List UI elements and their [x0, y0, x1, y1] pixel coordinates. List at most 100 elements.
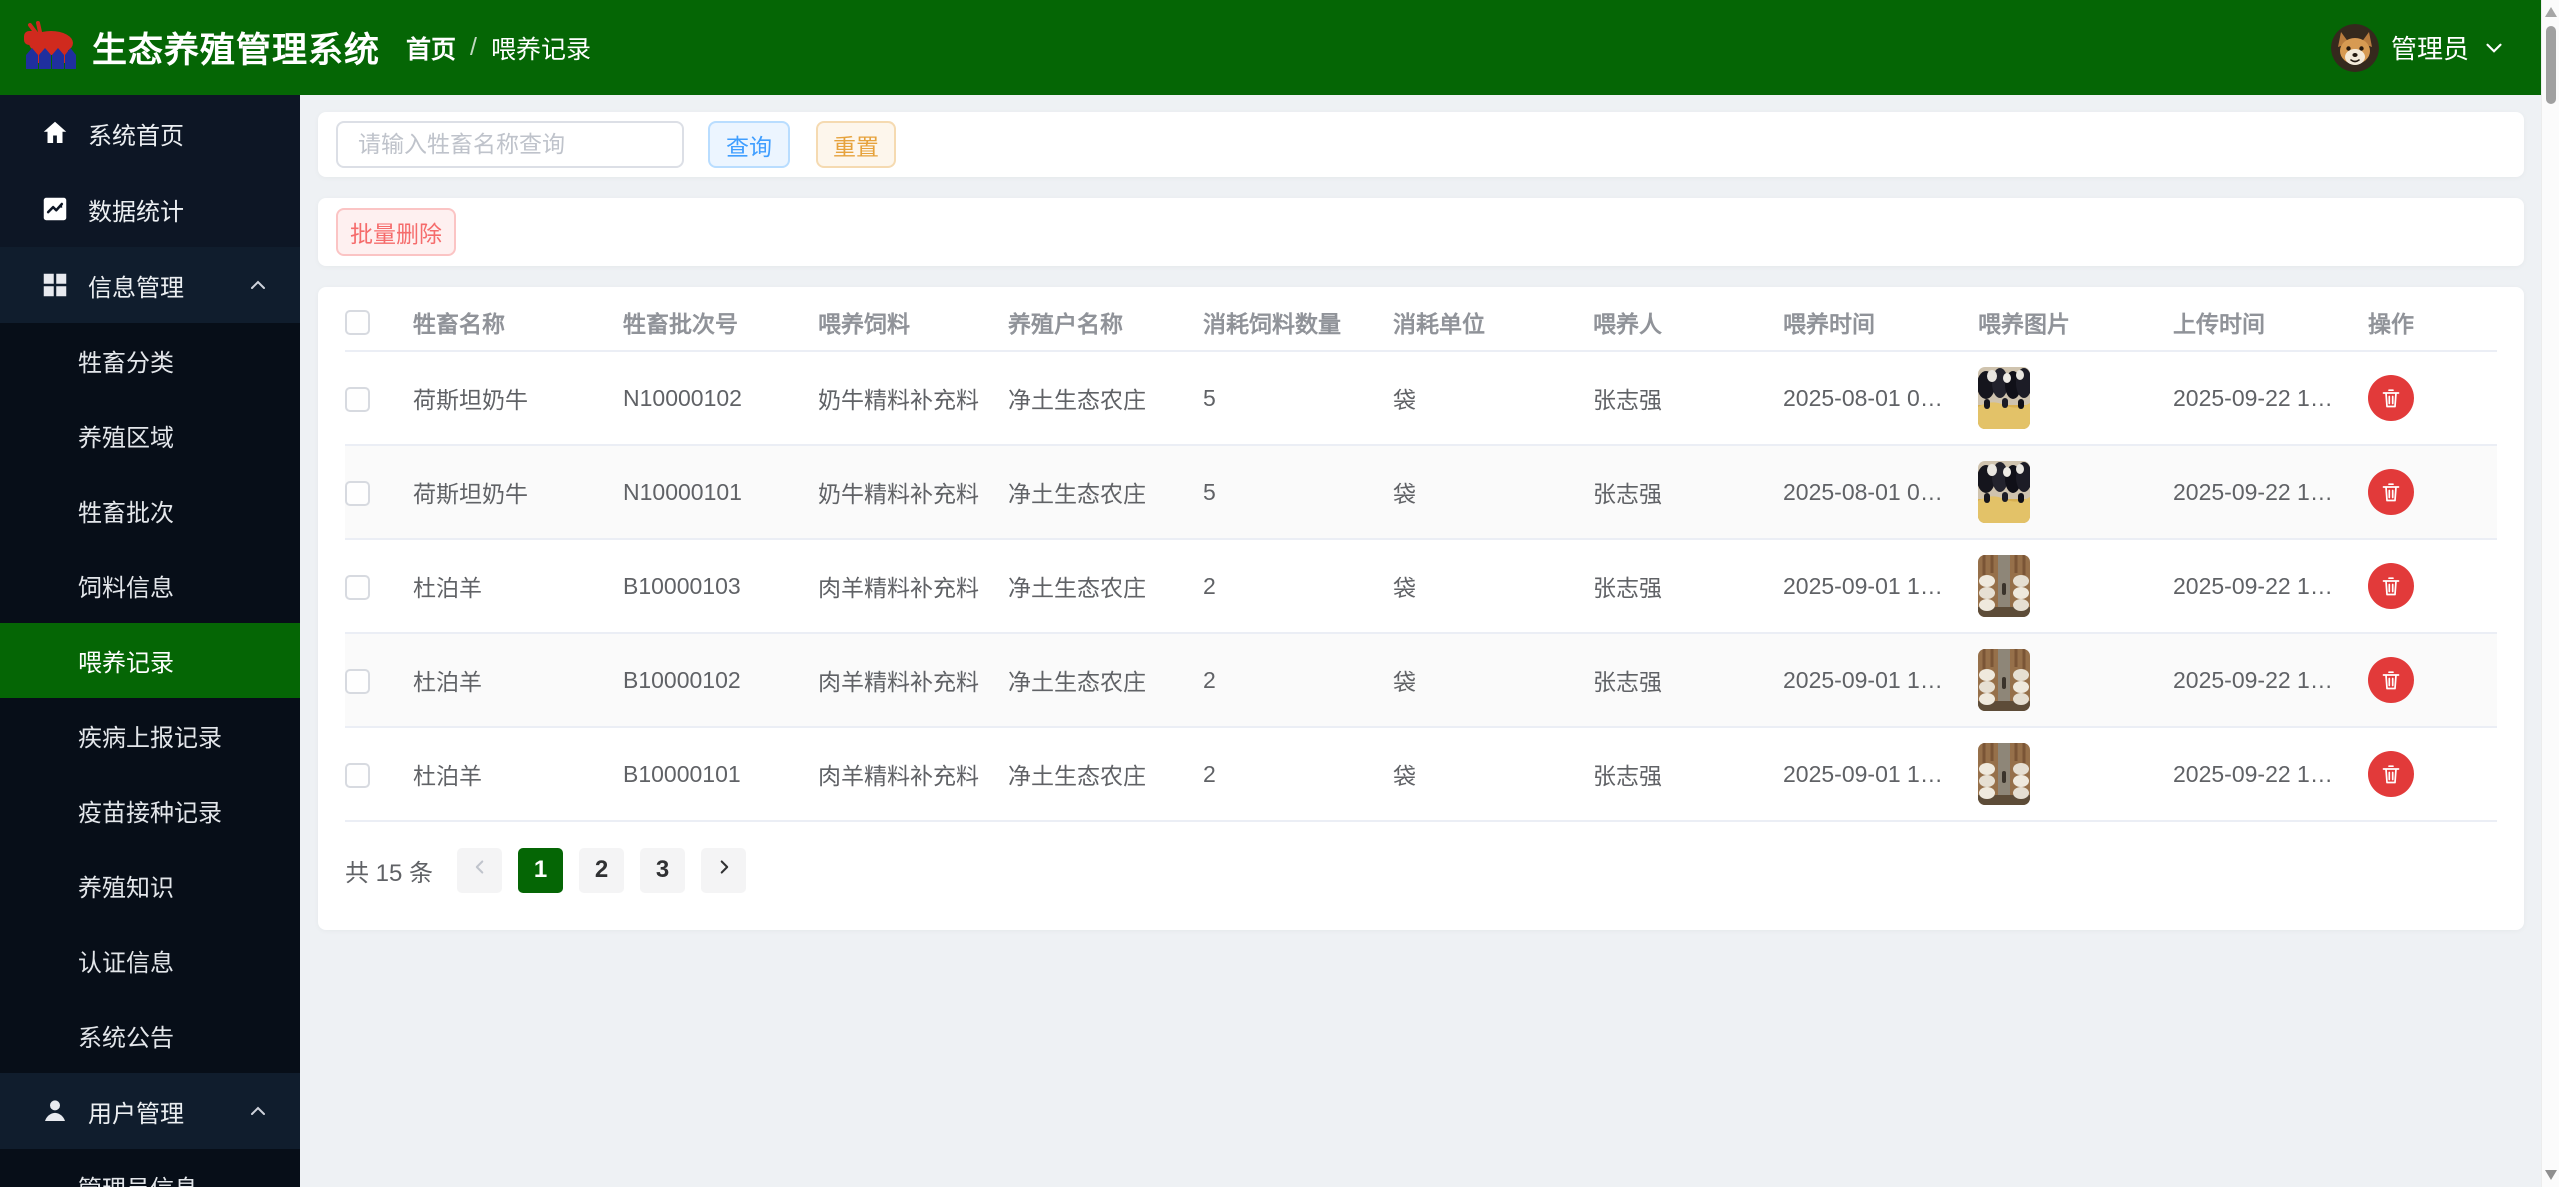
sidebar-item-breeding-knowledge[interactable]: 养殖知识	[78, 875, 174, 902]
sidebar-item-breeding-area[interactable]: 养殖区域	[78, 425, 174, 452]
cell-upload-time: 2025-09-22 1…	[2173, 633, 2368, 728]
sheep-barn-photo[interactable]	[1978, 743, 2030, 805]
table-row: 杜泊羊 B10000101 肉羊精料补充料 净土生态农庄 2 袋 张志强 202…	[345, 727, 2497, 822]
search-input[interactable]	[336, 121, 684, 168]
delete-button[interactable]	[2368, 563, 2414, 609]
cell-feed-time: 2025-08-01 0…	[1783, 445, 1978, 540]
row-checkbox[interactable]	[345, 762, 370, 788]
chevron-down-icon	[2481, 35, 2507, 61]
table-row: 荷斯坦奶牛 N10000101 奶牛精料补充料 净土生态农庄 5 袋 张志强 2…	[345, 445, 2497, 540]
cell-upload-time: 2025-09-22 1…	[2173, 727, 2368, 822]
cell-feeder: 张志强	[1593, 633, 1783, 728]
column-header-livestock-name: 牲畜名称	[413, 293, 623, 352]
shiba-dog-avatar-photo[interactable]	[2330, 23, 2379, 72]
sidebar-item-statistics[interactable]: 数据统计	[0, 171, 300, 247]
page-button-1[interactable]: 1	[518, 847, 564, 893]
cell-farm-name: 净土生态农庄	[1008, 445, 1203, 540]
row-checkbox[interactable]	[345, 386, 370, 412]
delete-button[interactable]	[2368, 751, 2414, 797]
pagination-total: 共 15 条	[345, 859, 434, 887]
chevron-up-icon	[246, 1099, 270, 1123]
breadcrumb: 首页 / 喂养记录	[406, 30, 591, 66]
next-page-button[interactable]	[701, 847, 747, 893]
cell-feeder: 张志强	[1593, 445, 1783, 540]
sidebar-item-dashboard[interactable]: 系统首页	[0, 95, 300, 171]
column-header-feed-photo: 喂养图片	[1978, 293, 2173, 352]
sheep-barn-photo[interactable]	[1978, 649, 2030, 711]
cell-feed: 肉羊精料补充料	[818, 539, 1008, 634]
cell-upload-time: 2025-09-22 1…	[2173, 445, 2368, 540]
cell-feed: 奶牛精料补充料	[818, 445, 1008, 540]
chevron-right-icon	[713, 856, 735, 885]
cell-feed-time: 2025-09-01 1…	[1783, 727, 1978, 822]
table-row: 荷斯坦奶牛 N10000102 奶牛精料补充料 净土生态农庄 5 袋 张志强 2…	[345, 351, 2497, 446]
column-header-unit: 消耗单位	[1393, 293, 1593, 352]
prev-page-button[interactable]	[457, 847, 503, 893]
scrollbar-thumb[interactable]	[2546, 26, 2556, 104]
cell-livestock-name: 杜泊羊	[413, 539, 623, 634]
cattle-farm-logo	[20, 19, 76, 76]
cell-feed: 肉羊精料补充料	[818, 727, 1008, 822]
column-header-farm-name: 养殖户名称	[1008, 293, 1203, 352]
vertical-scrollbar[interactable]	[2541, 0, 2559, 1187]
reset-button[interactable]: 重置	[816, 121, 896, 168]
cell-unit: 袋	[1393, 445, 1593, 540]
cell-batch-no: B10000103	[623, 539, 818, 634]
row-checkbox[interactable]	[345, 668, 370, 694]
cell-unit: 袋	[1393, 351, 1593, 446]
sidebar: 系统首页 数据统计 信息管理 牲畜分类 养殖区域 牲畜批次 饲料信息 喂养记录 …	[0, 95, 300, 1187]
delete-button[interactable]	[2368, 375, 2414, 421]
batch-delete-button[interactable]: 批量删除	[336, 208, 456, 256]
breadcrumb-current: 喂养记录	[490, 35, 591, 64]
cell-farm-name: 净土生态农庄	[1008, 633, 1203, 728]
cows-feeding-photo[interactable]	[1978, 367, 2030, 429]
sidebar-group-user-management[interactable]: 用户管理	[0, 1073, 300, 1149]
grid-icon	[40, 270, 70, 300]
sidebar-item-vaccination-records[interactable]: 疫苗接种记录	[78, 800, 222, 827]
query-button[interactable]: 查询	[708, 121, 790, 168]
cell-feeder: 张志强	[1593, 727, 1783, 822]
cell-feed-time: 2025-09-01 1…	[1783, 539, 1978, 634]
home-icon	[40, 118, 70, 148]
column-header-actions: 操作	[2368, 293, 2497, 352]
sidebar-item-admin-info[interactable]: 管理员信息	[0, 1149, 300, 1187]
cell-farm-name: 净土生态农庄	[1008, 539, 1203, 634]
pagination: 共 15 条 1 2 3	[345, 846, 2497, 894]
sheep-barn-photo[interactable]	[1978, 555, 2030, 617]
feeding-records-table: 牲畜名称 牲畜批次号 喂养饲料 养殖户名称 消耗饲料数量 消耗单位 喂养人 喂养…	[345, 293, 2497, 822]
cell-farm-name: 净土生态农庄	[1008, 727, 1203, 822]
sidebar-item-livestock-batch[interactable]: 牲畜批次	[78, 500, 174, 527]
sidebar-item-certification-info[interactable]: 认证信息	[78, 950, 174, 977]
chart-icon	[40, 194, 70, 224]
sidebar-item-feed-info[interactable]: 饲料信息	[78, 575, 174, 602]
table-row: 杜泊羊 B10000103 肉羊精料补充料 净土生态农庄 2 袋 张志强 202…	[345, 539, 2497, 634]
sidebar-item-feeding-records[interactable]: 喂养记录	[0, 623, 300, 698]
cell-feed-quantity: 5	[1203, 351, 1393, 446]
row-checkbox[interactable]	[345, 574, 370, 600]
cell-livestock-name: 杜泊羊	[413, 727, 623, 822]
table-header-row: 牲畜名称 牲畜批次号 喂养饲料 养殖户名称 消耗饲料数量 消耗单位 喂养人 喂养…	[345, 293, 2497, 352]
info-management-submenu: 牲畜分类 养殖区域 牲畜批次 饲料信息 喂养记录 疾病上报记录 疫苗接种记录 养…	[0, 323, 300, 1073]
sidebar-item-livestock-category[interactable]: 牲畜分类	[78, 350, 174, 377]
column-header-feed-quantity: 消耗饲料数量	[1203, 293, 1393, 352]
breadcrumb-home[interactable]: 首页	[406, 35, 457, 64]
chevron-left-icon	[469, 856, 491, 885]
delete-button[interactable]	[2368, 469, 2414, 515]
cell-feed-time: 2025-08-01 0…	[1783, 351, 1978, 446]
scroll-down-arrow-icon[interactable]	[2545, 1170, 2557, 1180]
sidebar-group-info-management[interactable]: 信息管理	[0, 247, 300, 323]
cows-feeding-photo[interactable]	[1978, 461, 2030, 523]
cell-feed-time: 2025-09-01 1…	[1783, 633, 1978, 728]
page-button-3[interactable]: 3	[640, 847, 686, 893]
scroll-up-arrow-icon[interactable]	[2545, 7, 2557, 17]
sidebar-item-disease-reports[interactable]: 疾病上报记录	[78, 725, 222, 752]
user-menu[interactable]: 管理员	[2330, 23, 2507, 72]
main-content: 查询 重置 批量删除 牲畜名称 牲畜批次号 喂养饲料 养殖户名称 消耗饲料数量 …	[300, 95, 2541, 1187]
sidebar-item-system-announcements[interactable]: 系统公告	[78, 1025, 174, 1052]
delete-button[interactable]	[2368, 657, 2414, 703]
breadcrumb-separator: /	[470, 33, 477, 61]
select-all-checkbox[interactable]	[345, 310, 370, 336]
row-checkbox[interactable]	[345, 480, 370, 506]
page-button-2[interactable]: 2	[579, 847, 625, 893]
search-card: 查询 重置	[318, 112, 2524, 177]
